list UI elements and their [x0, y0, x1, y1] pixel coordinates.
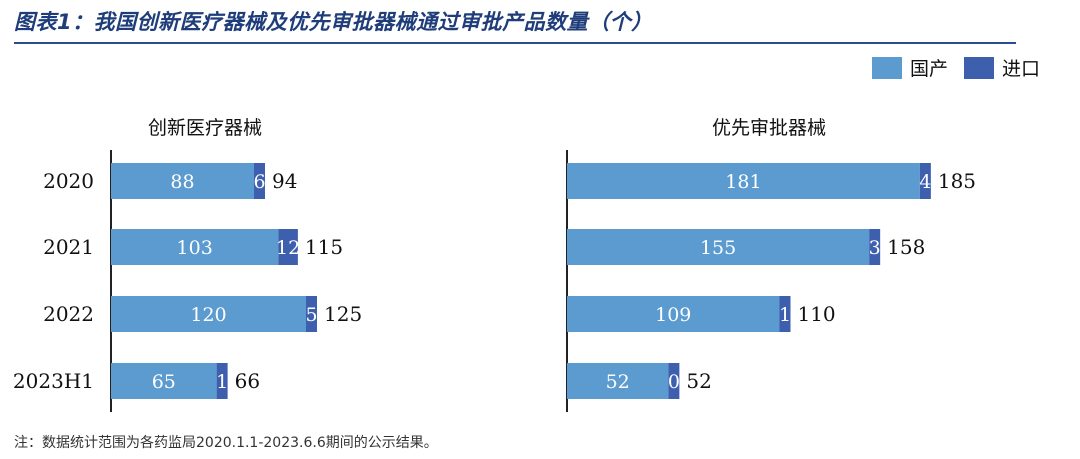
legend-swatch-import [963, 56, 994, 79]
panel2-label-domestic-1: 155 [700, 237, 736, 259]
panel1-title: 创新医疗器械 [148, 117, 262, 139]
panel2-bar-domestic-2 [567, 296, 780, 332]
panel2-label-import-3: 0 [668, 371, 680, 393]
panel1-label-domestic-1: 103 [177, 237, 213, 259]
panel1-label-import-0: 6 [253, 171, 265, 193]
panel2-label-domestic-0: 181 [725, 171, 761, 193]
title-divider [14, 42, 1016, 44]
panel1-bar-domestic-1 [111, 229, 279, 265]
panel1-label-domestic-0: 88 [170, 171, 194, 193]
panel2-bar-import-1 [869, 229, 881, 265]
panel2-label-import-0: 4 [919, 171, 931, 193]
panel1-bar-import-2 [306, 296, 317, 332]
panel1-label-total-2: 125 [324, 302, 362, 326]
footnote: 注：数据统计范围为各药监局2020.1.1-2023.6.6期间的公示结果。 [14, 435, 438, 451]
panel2-title: 优先审批器械 [712, 117, 826, 139]
legend: 国产 进口 [856, 54, 1040, 81]
chart-title: 图表1：我国创新医疗器械及优先审批器械通过审批产品数量（个） [14, 10, 653, 34]
panel1-label-import-1: 12 [276, 237, 300, 259]
panel2-label-total-0: 185 [938, 169, 976, 193]
panel2-bar-import-3 [668, 363, 680, 399]
legend-label-import: 进口 [1001, 58, 1040, 80]
legend-item-domestic: 国产 [871, 54, 948, 81]
panel2-label-total-1: 158 [887, 235, 925, 259]
panel1-bar-domestic-3 [111, 363, 217, 399]
panel1-category-label-3: 2023H1 [13, 369, 94, 393]
panel2-label-total-2: 110 [797, 302, 835, 326]
panel1-bar-domestic-2 [111, 296, 306, 332]
legend-label-domestic: 国产 [909, 58, 948, 80]
panel2-bar-domestic-3 [567, 363, 669, 399]
panel1-label-total-0: 94 [272, 169, 297, 193]
panel1-bar-import-0 [254, 163, 265, 199]
panel2-bar-domestic-0 [567, 163, 920, 199]
panel2-bar-domestic-1 [567, 229, 870, 265]
panel2-label-import-1: 3 [869, 237, 881, 259]
panel1-label-import-2: 5 [305, 304, 317, 326]
panel1-label-domestic-2: 120 [190, 304, 226, 326]
legend-swatch-domestic [871, 56, 902, 79]
legend-item-import: 进口 [963, 54, 1040, 81]
panel1-category-label-2: 2022 [43, 302, 94, 326]
panel2-bar-import-2 [779, 296, 791, 332]
panel2-label-domestic-3: 52 [606, 371, 630, 393]
panel1-category-label-0: 2020 [43, 169, 94, 193]
panel1-label-total-3: 66 [235, 369, 260, 393]
panel2-label-domestic-2: 109 [655, 304, 691, 326]
panel1-bar-import-3 [216, 363, 228, 399]
panel1-label-import-3: 1 [216, 371, 228, 393]
panel1-bar-domestic-0 [111, 163, 254, 199]
panel2-bar-import-0 [919, 163, 931, 199]
panel1-category-label-1: 2021 [43, 235, 94, 259]
panel1-label-domestic-3: 65 [152, 371, 176, 393]
panel2-label-total-3: 52 [686, 369, 711, 393]
panel2-label-import-2: 1 [779, 304, 791, 326]
panel1-bar-import-1 [278, 229, 298, 265]
panel1-label-total-1: 115 [305, 235, 343, 259]
